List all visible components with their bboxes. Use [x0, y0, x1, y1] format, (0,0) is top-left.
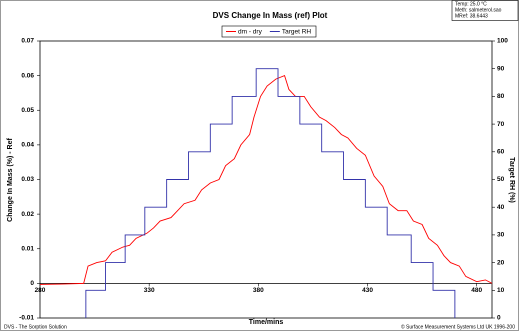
y2-tick-label: 60 — [497, 149, 505, 156]
y-tick-label: 0.02 — [21, 211, 34, 218]
x-tick-label: 330 — [144, 287, 155, 294]
x-tick-label: 430 — [362, 287, 373, 294]
info-box — [451, 0, 519, 21]
y-tick-label: 0.06 — [21, 72, 34, 79]
y-axis-label: Change In Mass (%) - Ref — [7, 138, 14, 222]
y-tick-label: 0.04 — [21, 142, 34, 149]
y2-tick-label: 0 — [497, 315, 501, 322]
y2-tick-label: 100 — [497, 38, 508, 45]
y2-tick-label: 80 — [497, 93, 505, 100]
series-line — [39, 75, 493, 285]
legend-label: Target RH — [282, 29, 312, 36]
footer-left: DVS - The Sorption Solution — [4, 324, 67, 330]
y2-tick-label: 30 — [497, 232, 505, 239]
x-tick-label: 280 — [35, 287, 46, 294]
x-tick-label: 480 — [471, 287, 482, 294]
chart-title: DVS Change In Mass (ref) Plot — [213, 11, 328, 20]
legend-label: dm - dry — [238, 29, 263, 36]
y-tick-label: 0.03 — [21, 176, 34, 183]
y2-tick-label: 90 — [497, 65, 505, 72]
y2-tick-label: 40 — [497, 204, 505, 211]
y-tick-label: -0.01 — [19, 315, 34, 322]
series-line — [85, 68, 456, 318]
y-tick-label: 0.05 — [21, 107, 34, 114]
info-text: MRef: 38.6443 — [455, 13, 488, 19]
info-text: Meth: salmeterol.sao — [455, 7, 502, 13]
y-tick-label: 0.07 — [21, 38, 34, 45]
y-tick-label: 0 — [30, 280, 34, 287]
info-text: Temp: 25.0 °C — [455, 1, 487, 7]
x-tick-label: 380 — [253, 287, 264, 294]
legend-box — [221, 25, 317, 38]
x-axis-label: Time/mins — [249, 319, 284, 326]
y2-tick-label: 50 — [497, 176, 505, 183]
y2-tick-label: 10 — [497, 287, 505, 294]
y2-tick-label: 70 — [497, 121, 505, 128]
y-tick-label: 0.01 — [21, 245, 34, 252]
y2-tick-label: 20 — [497, 259, 505, 266]
footer-right: © Surface Measurement Systems Ltd UK 199… — [401, 323, 515, 330]
y2-axis-label: Target RH (%) — [508, 157, 515, 203]
